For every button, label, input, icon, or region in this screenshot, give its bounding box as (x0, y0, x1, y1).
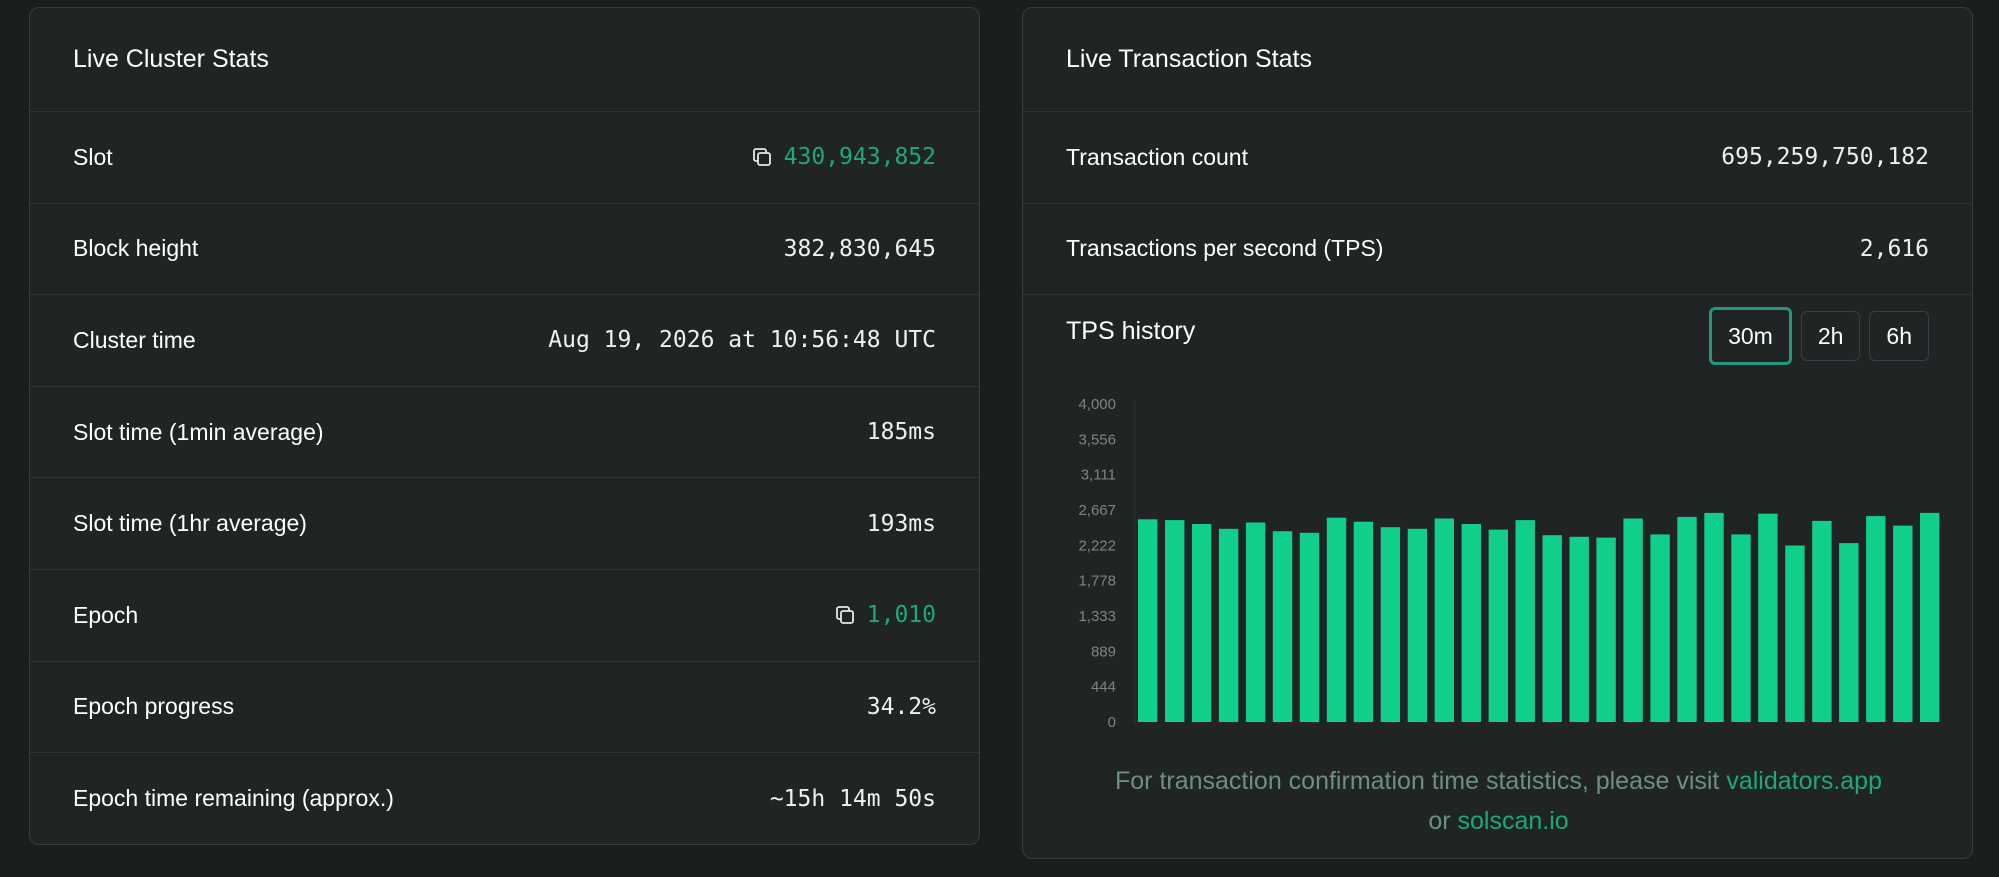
tps-bar[interactable] (1461, 524, 1481, 722)
tps-bar[interactable] (1812, 520, 1832, 722)
tps-bar[interactable] (1515, 520, 1535, 722)
y-tick-label: 2,222 (1078, 537, 1116, 554)
tps-bar[interactable] (1245, 522, 1266, 723)
range-button-6h[interactable]: 6h (1869, 311, 1929, 362)
footnote-text: For transaction confirmation time statis… (1115, 767, 1727, 795)
slot-value: 430,943,852 (750, 144, 936, 170)
tps-bar[interactable] (1866, 516, 1886, 722)
y-tick-label: 889 (1091, 643, 1116, 660)
footnote-or: or (1428, 807, 1458, 835)
stat-value: ~15h 14m 50s (769, 785, 936, 812)
slot-number[interactable]: 430,943,852 (783, 144, 936, 171)
tps-bar[interactable] (1272, 531, 1293, 722)
range-button-30m[interactable]: 30m (1709, 307, 1792, 366)
y-tick-label: 1,333 (1078, 608, 1116, 625)
tps-bar[interactable] (1488, 529, 1508, 722)
y-tick-label: 1,778 (1078, 573, 1116, 590)
tps-bar[interactable] (1677, 516, 1697, 722)
stat-row-transaction-count: Transaction count 695,259,750,182 (1023, 112, 1972, 204)
stat-label: Block height (73, 235, 199, 262)
stat-label: Epoch progress (73, 693, 235, 720)
tps-bar[interactable] (1380, 527, 1401, 722)
stat-label: Slot time (1min average) (73, 418, 324, 445)
tps-history-title: TPS history (1066, 317, 1196, 346)
stat-value: 34.2% (866, 693, 936, 720)
y-tick-label: 4,000 (1078, 396, 1116, 413)
stat-label: Transaction count (1066, 143, 1248, 170)
stat-label: Slot time (1hr average) (73, 510, 307, 537)
tps-bar[interactable] (1299, 532, 1320, 722)
stat-value: Aug 19, 2026 at 10:56:48 UTC (548, 327, 936, 354)
stat-label: Cluster time (73, 326, 196, 353)
stat-value: 382,830,645 (783, 235, 936, 262)
stat-row-epoch-time-remaining: Epoch time remaining (approx.) ~15h 14m … (30, 753, 979, 844)
tps-history-chart: 0 444 889 1,333 1,778 2,222 2,667 3,111 3,556 4,0… (1078, 396, 1940, 731)
stat-row-epoch-progress: Epoch progress 34.2% (30, 662, 979, 754)
tps-bar[interactable] (1191, 524, 1212, 722)
tps-bar[interactable] (1138, 519, 1158, 722)
solscan-link[interactable]: solscan.io (1457, 807, 1569, 835)
tps-bar[interactable] (1704, 512, 1724, 722)
tps-bar[interactable] (1839, 543, 1859, 722)
tps-bar[interactable] (1218, 528, 1239, 722)
y-tick-label: 0 (1108, 714, 1116, 731)
tps-bar[interactable] (1596, 537, 1616, 722)
range-button-2h[interactable]: 2h (1800, 311, 1861, 362)
copy-icon[interactable] (750, 145, 774, 169)
y-tick-label: 3,556 (1078, 431, 1116, 448)
range-selector: 30m 2h 6h (1709, 307, 1929, 366)
tps-bar[interactable] (1758, 513, 1778, 722)
stat-row-tps: Transactions per second (TPS) 2,616 (1023, 204, 1972, 296)
tps-bar[interactable] (1785, 545, 1805, 723)
stat-row-epoch: Epoch 1,010 (30, 570, 979, 662)
stat-label: Slot (73, 143, 113, 170)
stat-row-slot: Slot 430,943,852 (30, 112, 979, 204)
copy-icon[interactable] (833, 603, 857, 627)
tps-bar[interactable] (1920, 512, 1940, 722)
stat-value: 185ms (866, 419, 936, 446)
tps-bar[interactable] (1326, 517, 1347, 722)
tps-bar[interactable] (1165, 520, 1185, 722)
tps-bar[interactable] (1650, 534, 1670, 722)
stat-row-block-height: Block height 382,830,645 (30, 204, 979, 296)
tps-bar[interactable] (1434, 518, 1454, 723)
tps-bar[interactable] (1623, 518, 1643, 723)
epoch-value: 1,010 (833, 602, 936, 628)
stat-label: Epoch (73, 601, 139, 628)
tps-bar[interactable] (1353, 521, 1374, 722)
tx-card-title: Live Transaction Stats (1023, 8, 1972, 112)
validators-app-link[interactable]: validators.app (1726, 767, 1882, 795)
stat-value: 695,259,750,182 (1721, 144, 1929, 171)
tps-bar[interactable] (1731, 534, 1751, 722)
stat-row-cluster-time: Cluster time Aug 19, 2026 at 10:56:48 UT… (30, 295, 979, 387)
cluster-card-title: Live Cluster Stats (30, 8, 979, 112)
stat-value: 193ms (866, 510, 936, 537)
tps-bar[interactable] (1407, 528, 1428, 722)
y-tick-label: 2,667 (1078, 502, 1116, 519)
stat-value: 2,616 (1859, 235, 1929, 262)
y-tick-label: 3,111 (1081, 467, 1116, 484)
tps-bar[interactable] (1893, 525, 1913, 722)
live-transaction-stats-card: Live Transaction Stats Transaction count… (1022, 7, 1973, 859)
stat-label: Transactions per second (TPS) (1066, 235, 1384, 262)
y-tick-label: 444 (1091, 679, 1116, 696)
tps-history-section: TPS history 30m 2h 6h (1023, 295, 1972, 366)
stat-row-slot-time-1min: Slot time (1min average) 185ms (30, 387, 979, 479)
epoch-number[interactable]: 1,010 (866, 602, 936, 629)
stat-row-slot-time-1hr: Slot time (1hr average) 193ms (30, 478, 979, 570)
footnote: For transaction confirmation time statis… (1023, 761, 1972, 841)
live-cluster-stats-card: Live Cluster Stats Slot 430,943,852 Bloc… (29, 7, 980, 845)
tps-bar[interactable] (1569, 536, 1589, 722)
tps-bar[interactable] (1542, 535, 1562, 722)
stat-label: Epoch time remaining (approx.) (73, 785, 394, 812)
